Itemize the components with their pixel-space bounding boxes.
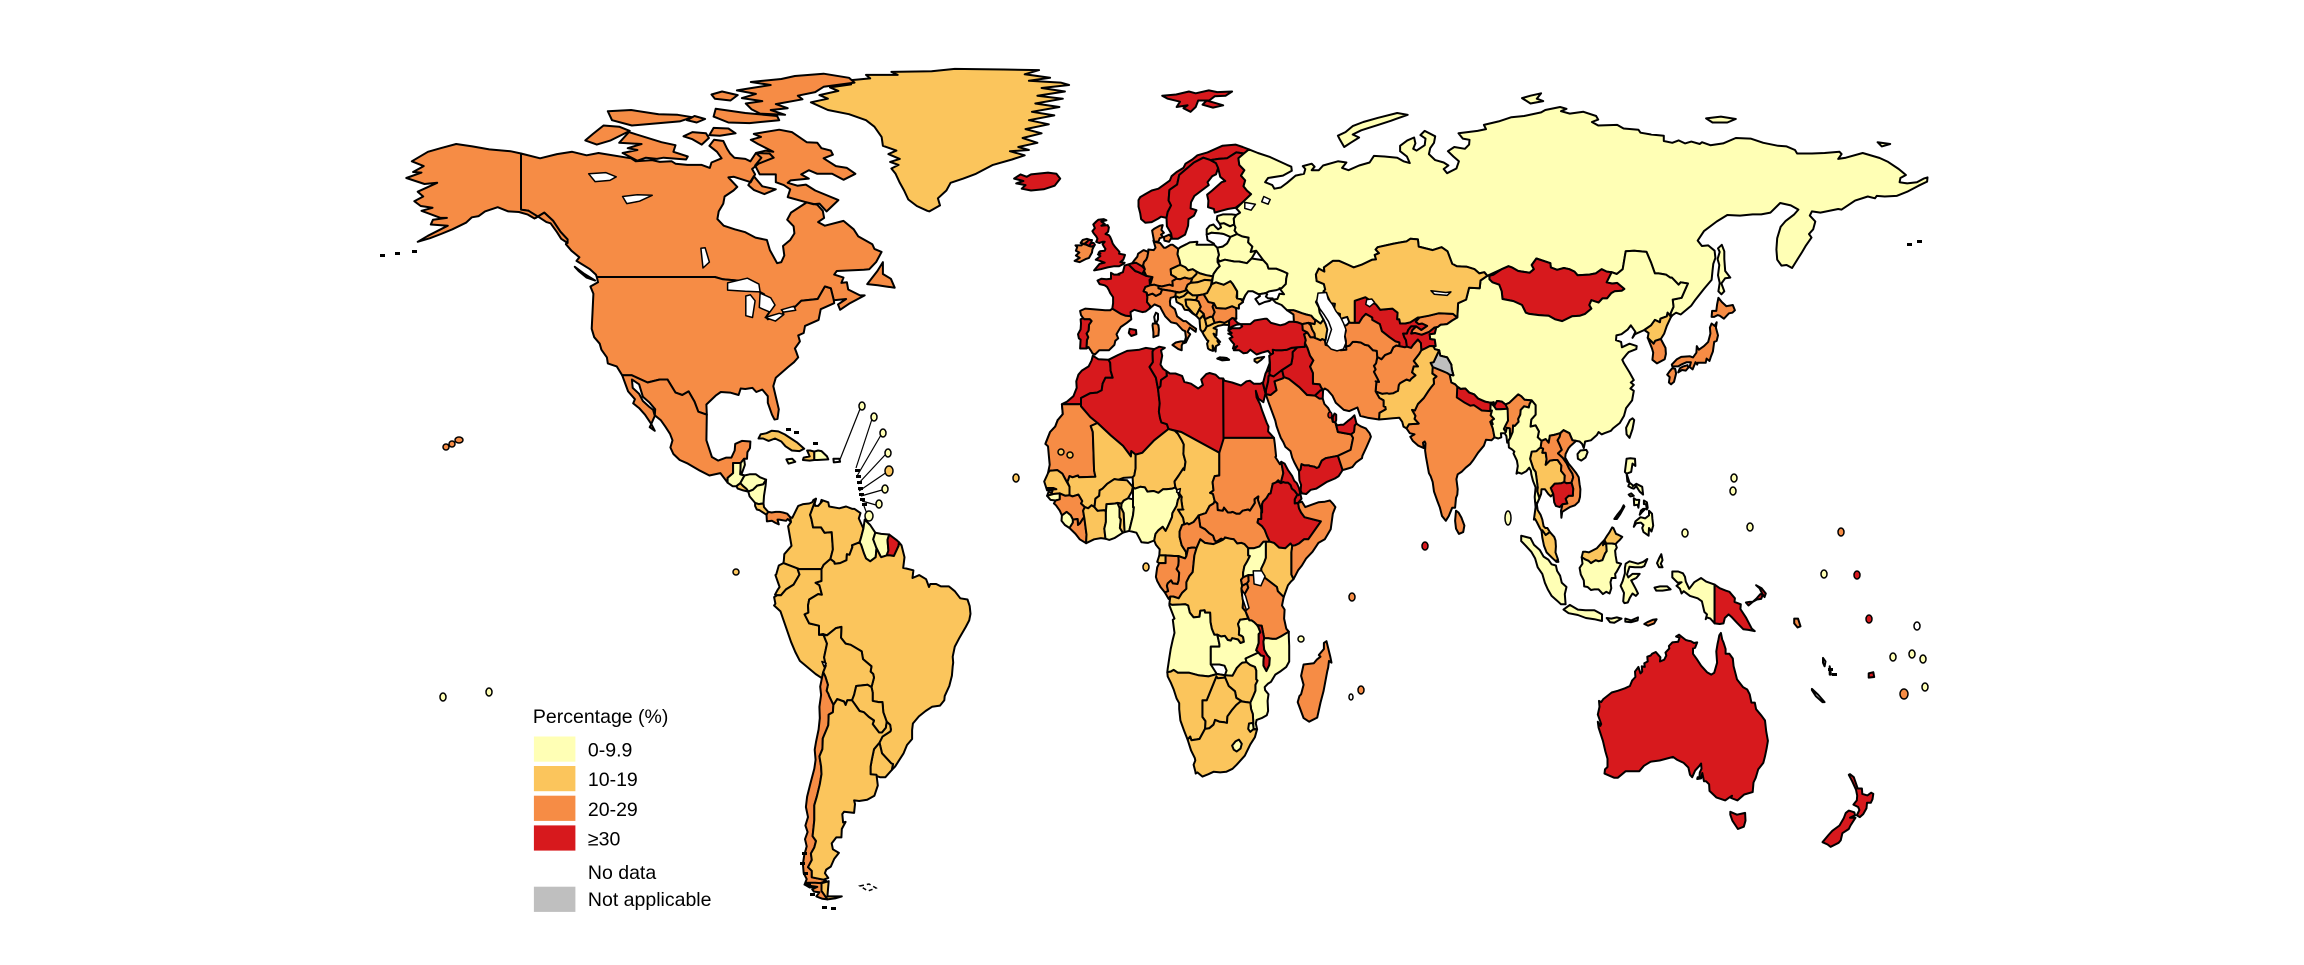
svg-text:20-29: 20-29	[588, 799, 638, 821]
svg-text:Percentage (%): Percentage (%)	[533, 706, 668, 728]
svg-text:No data: No data	[588, 862, 656, 884]
svg-text:Not applicable: Not applicable	[588, 889, 712, 911]
svg-text:0-9.9: 0-9.9	[588, 740, 632, 762]
svg-text:≥30: ≥30	[588, 829, 621, 851]
svg-text:10-19: 10-19	[588, 769, 638, 791]
